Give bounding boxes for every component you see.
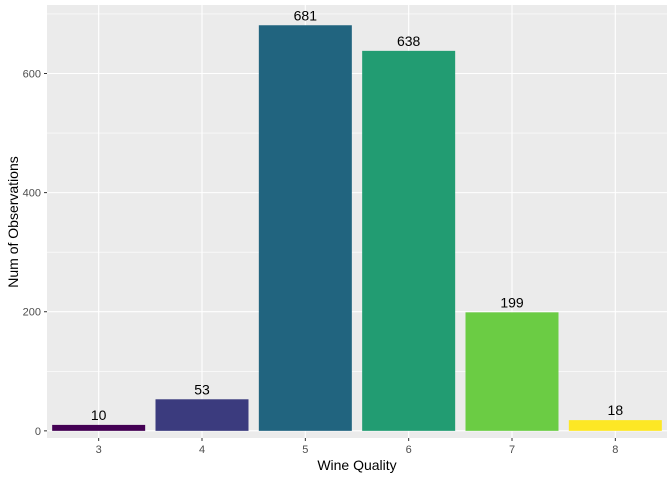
bar-quality-7	[465, 312, 559, 431]
data-label-quality-3: 10	[91, 407, 107, 423]
y-axis: 0 200 400 600	[23, 68, 47, 438]
y-tick-label: 0	[35, 426, 41, 438]
data-label-quality-6: 638	[397, 33, 421, 49]
bar-quality-6	[362, 50, 456, 431]
x-axis: 3 4 5 6 7 8	[96, 438, 618, 456]
bar-quality-5	[258, 25, 352, 431]
bar-quality-8	[568, 420, 662, 431]
x-axis-title: Wine Quality	[317, 457, 396, 473]
data-label-quality-4: 53	[194, 381, 210, 397]
y-tick-label: 200	[23, 307, 41, 319]
data-label-quality-7: 199	[500, 294, 524, 310]
y-tick-label: 600	[23, 68, 41, 80]
x-tick-label: 6	[406, 444, 412, 456]
bar-quality-3	[52, 424, 146, 431]
x-tick-label: 4	[199, 444, 205, 456]
x-tick-label: 8	[612, 444, 618, 456]
y-tick-label: 400	[23, 188, 41, 200]
data-label-quality-5: 681	[294, 7, 318, 23]
x-tick-label: 7	[509, 444, 515, 456]
y-axis-title: Num of Observations	[5, 156, 21, 288]
data-label-quality-8: 18	[608, 402, 624, 418]
x-tick-label: 5	[302, 444, 308, 456]
bar-quality-4	[155, 399, 249, 431]
data-labels: 10 53 681 638 199 18	[91, 7, 623, 423]
panel-background	[47, 5, 667, 438]
bars	[52, 25, 662, 431]
x-tick-label: 3	[96, 444, 102, 456]
